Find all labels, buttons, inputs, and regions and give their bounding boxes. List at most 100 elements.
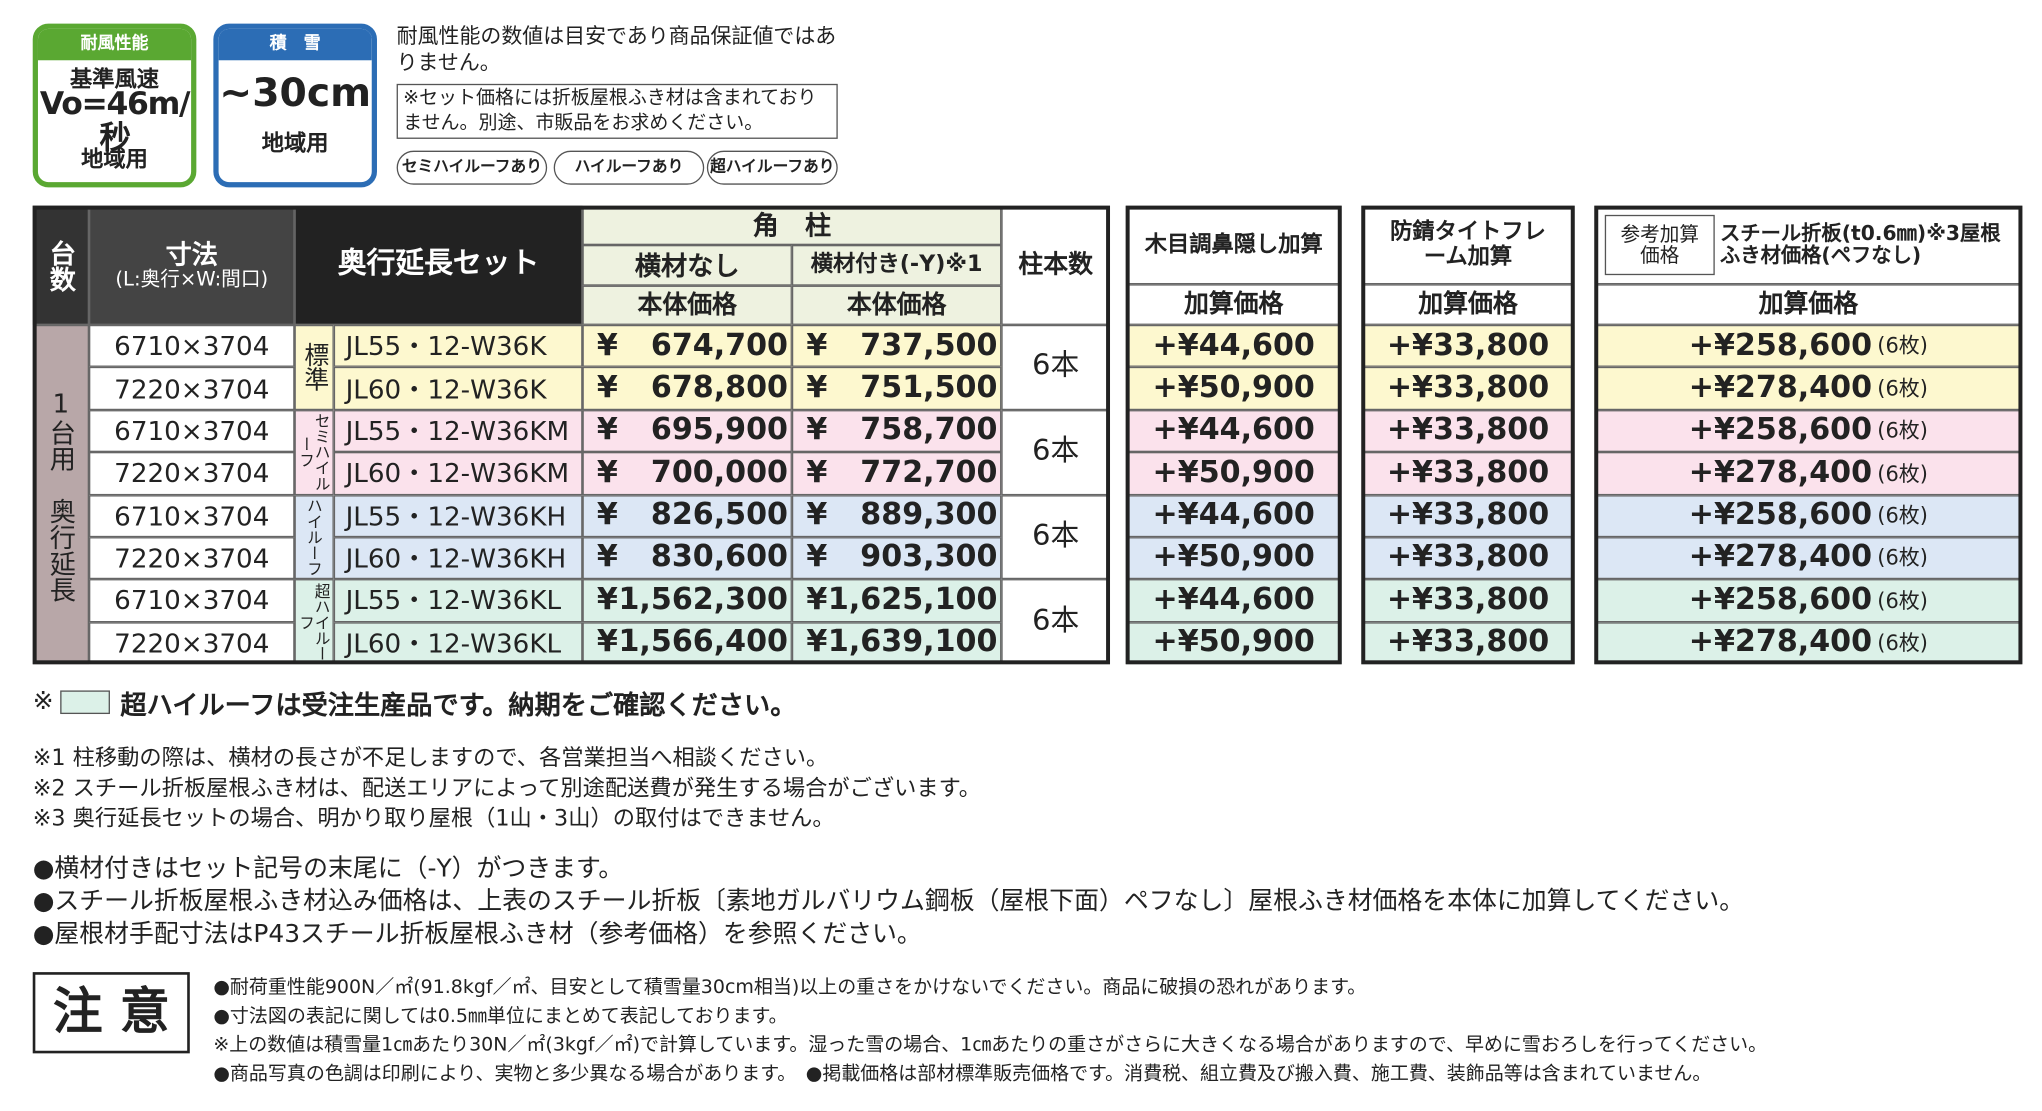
sheet-count: (6枚) — [1877, 587, 1928, 613]
units-header: 台数 — [32, 205, 90, 325]
disclaimer: 耐風性能の数値は目安であり商品保証値ではありません。 — [396, 23, 837, 75]
price-cell: ¥772,700 — [791, 452, 1002, 495]
set-header: 奥行延長セット — [294, 205, 583, 325]
steel-value: +¥278,400 — [1688, 455, 1873, 490]
sheet-count: (6枚) — [1877, 375, 1928, 401]
roof-label: 超ハイルーフ — [294, 579, 334, 665]
yen: ¥ — [596, 497, 618, 532]
price: 737,500 — [860, 328, 998, 363]
legend-mark: ※ — [32, 686, 54, 716]
price: 700,000 — [650, 455, 788, 490]
wood-price: +¥50,900 — [1125, 452, 1342, 495]
set-code: JL60・12-W36KL — [333, 621, 583, 665]
price: 758,700 — [860, 413, 998, 448]
yen: ¥ — [806, 455, 828, 490]
price: 772,700 — [860, 455, 998, 490]
price-cell: ¥1,639,100 — [791, 621, 1002, 665]
wood-price: +¥50,900 — [1125, 536, 1342, 580]
yen: ¥ — [596, 540, 618, 575]
corner-header: 角 柱 — [582, 205, 1002, 245]
roof-tag: 超ハイルーフあり — [706, 150, 838, 185]
roof-label: 標準 — [294, 324, 334, 410]
roof-label: ハイルーフ — [294, 494, 334, 580]
footnote: ※2 スチール折板屋根ふき材は、配送エリアによって別途配送費が発生する場合がござ… — [32, 775, 981, 802]
yen: ¥ — [806, 413, 828, 448]
caution-line: ●耐荷重性能900N／㎡(91.8kgf／㎡、目安として積雪量30cm相当)以上… — [213, 977, 1367, 999]
size: 7220×3704 — [89, 452, 295, 495]
sheet-count: (6枚) — [1877, 333, 1928, 359]
rust-price: +¥33,800 — [1361, 621, 1575, 665]
roof-tag: ハイルーフあり — [553, 150, 705, 185]
set-code: JL55・12-W36K — [333, 324, 583, 368]
set-code: JL60・12-W36KM — [333, 452, 583, 495]
footnote: ※3 奥行延長セットの場合、明かり取り屋根（1山・3山）の取付はできません。 — [32, 805, 835, 832]
caution-line: ●寸法図の表記に関しては0.5㎜単位にまとめて表記しております。 — [213, 1006, 788, 1028]
set-code: JL60・12-W36KH — [333, 536, 583, 580]
steel-value: +¥278,400 — [1688, 625, 1873, 660]
price: 1,625,100 — [827, 582, 998, 617]
set-code: JL55・12-W36KH — [333, 494, 583, 537]
yen: ¥ — [596, 413, 618, 448]
size: 7220×3704 — [89, 621, 295, 665]
price-cell: ¥826,500 — [582, 494, 792, 537]
sheet-count: (6枚) — [1877, 418, 1928, 444]
roof-label: セミハイルーフ — [294, 409, 334, 495]
steel-value: +¥258,600 — [1688, 328, 1873, 363]
price: 695,900 — [650, 413, 788, 448]
price: 1,639,100 — [827, 625, 998, 660]
posts: 6本 — [1001, 494, 1111, 580]
price: 678,800 — [650, 370, 788, 405]
caution-line: ※上の数値は積雪量1㎝あたり30N／㎡(3kgf／㎡)で計算しています。湿った雪… — [213, 1035, 1768, 1056]
steel-price: +¥278,400 (6枚) — [1594, 621, 2023, 665]
rust-price: +¥33,800 — [1361, 452, 1575, 495]
price: 889,300 — [860, 497, 998, 532]
price: 903,300 — [860, 540, 998, 575]
steel-ref: 参考加算価格 — [1604, 214, 1715, 276]
caution-line: ●商品写真の色調は印刷により、実物と多少異なる場合があります。 ●掲載価格は部材… — [213, 1063, 1712, 1085]
sheet-count: (6枚) — [1877, 545, 1928, 571]
steel-header: スチール折板(t0.6㎜)※3屋根ふき材価格(ペフなし) — [1719, 221, 2001, 268]
roof-tag: セミハイルーフあり — [396, 150, 548, 185]
sheet-count: (6枚) — [1877, 502, 1928, 528]
bullet-note: ●横材付きはセット記号の末尾に（-Y）がつきます。 — [32, 854, 624, 884]
price-cell: ¥903,300 — [791, 536, 1002, 580]
price-cell: ¥674,700 — [582, 324, 792, 368]
set-code: JL55・12-W36KL — [333, 579, 583, 622]
yen: ¥ — [806, 540, 828, 575]
caution-title: 注 意 — [32, 972, 190, 1054]
rust-price: +¥33,800 — [1361, 367, 1575, 410]
price-cell: ¥1,562,300 — [582, 579, 792, 622]
price-header: 本体価格 — [582, 285, 792, 325]
posts: 6本 — [1001, 579, 1111, 665]
price-cell: ¥889,300 — [791, 494, 1002, 537]
snow-badge-label: 積 雪 — [218, 28, 372, 61]
steel-value: +¥278,400 — [1688, 540, 1873, 575]
size: 6710×3704 — [89, 409, 295, 453]
steel-price: +¥258,600 (6枚) — [1594, 324, 2023, 368]
wood-sub: 加算価格 — [1125, 284, 1342, 325]
wood-header: 木目調鼻隠し加算 — [1125, 205, 1342, 285]
wood-price: +¥44,600 — [1125, 409, 1342, 453]
bullet-note: ●スチール折板屋根ふき材込み価格は、上表のスチール折板〔素地ガルバリウム鋼板（屋… — [32, 886, 1745, 916]
snow-depth: ~30cm — [219, 70, 372, 116]
sheet-count: (6枚) — [1877, 630, 1928, 656]
rust-price: +¥33,800 — [1361, 494, 1575, 537]
wood-price: +¥44,600 — [1125, 494, 1342, 537]
set-code: JL60・12-W36K — [333, 367, 583, 410]
snow-line2: 地域用 — [261, 130, 329, 157]
size: 7220×3704 — [89, 367, 295, 410]
wood-price: +¥50,900 — [1125, 621, 1342, 665]
size-title: 寸法 — [165, 238, 218, 271]
price: 1,566,400 — [618, 625, 788, 660]
price-cell: ¥737,500 — [791, 324, 1002, 368]
wood-price: +¥44,600 — [1125, 324, 1342, 368]
posts: 6本 — [1001, 324, 1111, 410]
sheet-count: (6枚) — [1877, 460, 1928, 486]
wind-speed: Vo=46m/秒 — [39, 84, 191, 156]
price: 830,600 — [650, 540, 788, 575]
rust-price: +¥33,800 — [1361, 409, 1575, 453]
wind-badge: 耐風性能 基準風速 Vo=46m/秒 地域用 — [32, 23, 197, 188]
rust-price: +¥33,800 — [1361, 536, 1575, 580]
steel-price: +¥258,600 (6枚) — [1594, 409, 2023, 453]
posts-header: 柱本数 — [1001, 205, 1111, 325]
